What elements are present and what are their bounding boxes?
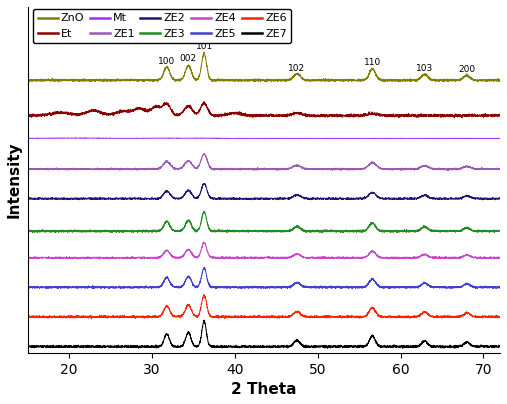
- Text: 110: 110: [364, 57, 381, 67]
- Text: 103: 103: [416, 65, 433, 74]
- Text: 002: 002: [180, 55, 197, 63]
- Text: 100: 100: [158, 57, 175, 66]
- Text: 200: 200: [458, 65, 476, 74]
- X-axis label: 2 Theta: 2 Theta: [231, 382, 297, 397]
- Y-axis label: Intensity: Intensity: [7, 141, 22, 218]
- Legend: ZnO, Et, Mt, ZE1, ZE2, ZE3, ZE4, ZE5, ZE6, ZE7: ZnO, Et, Mt, ZE1, ZE2, ZE3, ZE4, ZE5, ZE…: [33, 9, 291, 44]
- Text: 101: 101: [196, 42, 213, 51]
- Text: 102: 102: [288, 64, 306, 73]
